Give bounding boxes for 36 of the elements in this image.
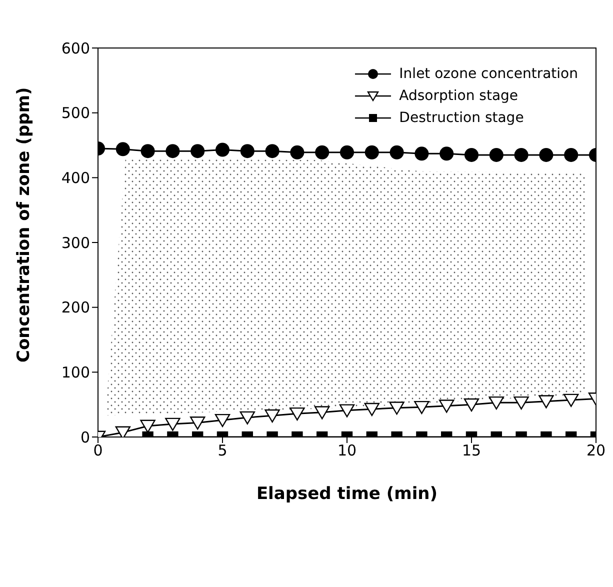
point: [364, 145, 379, 160]
point: [340, 145, 354, 160]
y-tick-label: 0: [80, 428, 90, 446]
y-tick-label: 200: [61, 298, 90, 317]
y-tick-label: 600: [61, 39, 90, 58]
legend-label: Adsorption stage: [399, 87, 518, 106]
point: [265, 144, 280, 158]
point: [464, 148, 478, 162]
y-tick-label: 400: [61, 168, 90, 187]
point: [315, 145, 330, 160]
y-tick-label: 500: [61, 104, 90, 122]
point: [290, 145, 304, 160]
point: [414, 146, 429, 161]
y-axis-title: Concentration of zone (ppm): [14, 87, 34, 362]
point: [564, 148, 578, 162]
point: [489, 148, 504, 162]
legend-label: Inlet ozone concentration: [399, 65, 578, 84]
point: [116, 142, 130, 156]
point: [140, 144, 155, 158]
point: [514, 148, 528, 162]
point: [166, 144, 180, 158]
point: [440, 146, 454, 161]
legend-label: Destruction stage: [399, 109, 524, 128]
point: [216, 142, 230, 157]
x-tick-label: 20: [586, 442, 606, 460]
y-tick-label: 100: [61, 363, 90, 382]
point: [190, 144, 205, 158]
point: [539, 148, 554, 162]
x-tick-label: 0: [93, 442, 103, 460]
x-tick-label: 10: [337, 442, 357, 460]
point: [240, 144, 254, 158]
x-tick-label: 5: [218, 442, 228, 460]
x-tick-label: 15: [462, 442, 482, 460]
point: [390, 145, 404, 160]
y-tick-label: 300: [61, 234, 90, 252]
x-axis-title: Elapsed time (min): [256, 484, 438, 504]
